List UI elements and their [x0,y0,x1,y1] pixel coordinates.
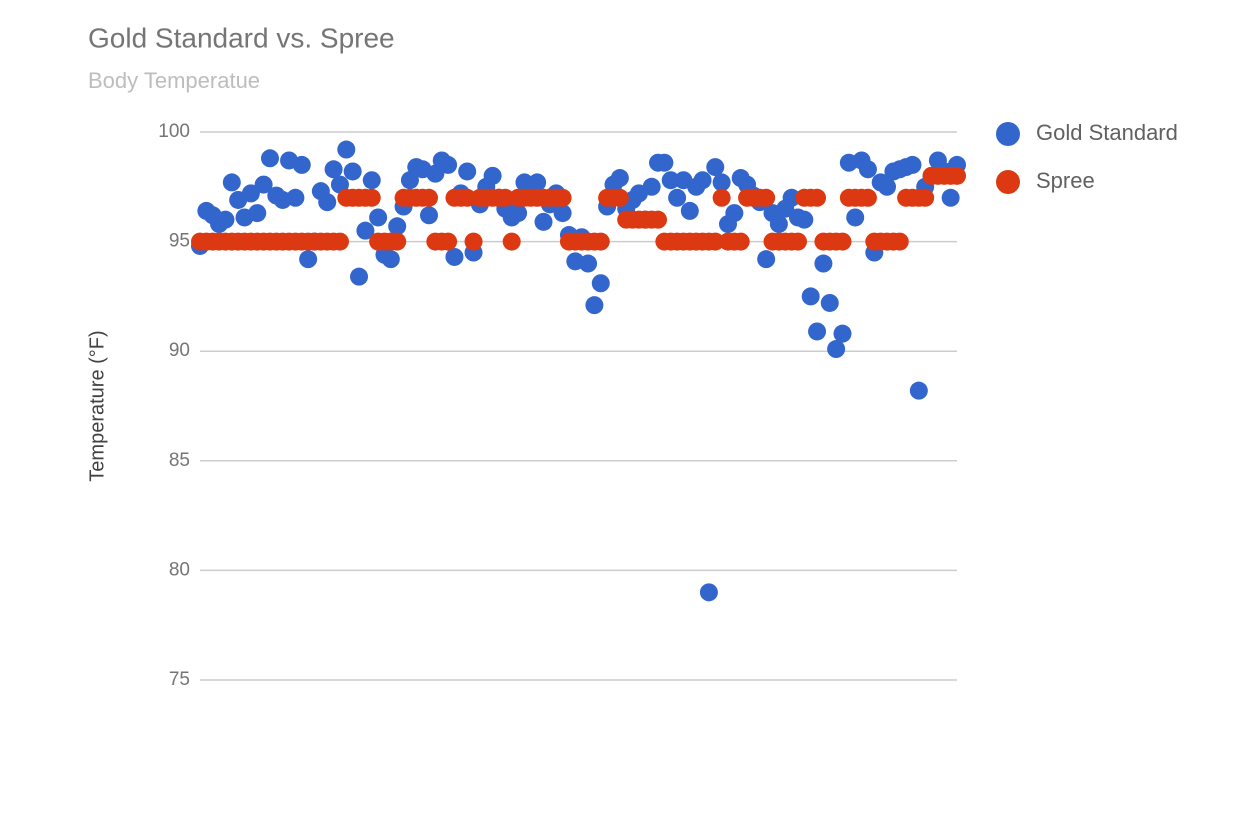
chart-title: Gold Standard vs. Spree [88,22,395,53]
point [699,583,718,602]
point [725,204,744,223]
point [820,293,839,312]
point [222,173,241,192]
y-tick-label: 90 [169,340,190,361]
y-tick-label: 85 [169,450,190,471]
point [757,188,776,207]
point [362,188,381,207]
point [318,193,337,212]
point [483,166,502,185]
point [241,184,260,203]
point [878,177,897,196]
point [286,188,305,207]
point [216,210,235,229]
point [534,212,553,231]
point [591,232,610,251]
point [585,296,604,315]
point [356,221,375,240]
point [808,322,827,341]
point [420,188,439,207]
point [941,188,960,207]
point [610,169,629,188]
point [814,254,833,273]
point [769,215,788,234]
point [350,267,369,286]
point [846,208,865,227]
legend-marker [996,122,1020,146]
point [388,217,407,236]
point [496,188,515,207]
point [343,162,362,181]
y-tick-label: 75 [169,669,190,690]
point [782,188,801,207]
point [248,204,267,223]
chart-subtitle: Body Temperatue [88,68,260,93]
point [833,324,852,343]
y-tick-label: 95 [169,231,190,252]
point [712,188,731,207]
y-axis-label: Temperature (°F) [86,330,108,481]
point [502,232,521,251]
point [916,188,935,207]
point [858,160,877,179]
point [890,232,909,251]
legend-label: Gold Standard [1036,120,1178,145]
point [706,232,725,251]
point [661,171,680,190]
point [948,166,966,185]
point [668,188,687,207]
legend-marker [996,170,1020,194]
point [528,173,547,192]
point [655,153,674,172]
point [439,232,458,251]
point [254,175,273,194]
point [827,340,846,359]
point [579,254,598,273]
point [610,188,629,207]
point [903,155,922,174]
point [381,250,400,269]
point [324,160,343,179]
point [420,206,439,225]
point [808,188,827,207]
point [509,204,528,223]
point [260,149,279,168]
point [642,177,661,196]
point [757,250,776,269]
point [693,171,712,190]
point [731,232,750,251]
legend-label: Spree [1036,168,1095,193]
point [369,208,388,227]
point [330,232,349,251]
point [712,173,731,192]
point [388,232,407,251]
point [362,171,381,190]
point [680,201,699,220]
point [649,210,668,229]
point [292,155,311,174]
point [795,210,814,229]
point [909,381,928,400]
point [299,250,318,269]
y-tick-label: 100 [158,121,190,142]
point [788,232,807,251]
point [553,204,572,223]
point [833,232,852,251]
point [858,188,877,207]
point [439,155,458,174]
point [801,287,820,306]
point [706,158,725,177]
point [458,162,477,181]
point [458,188,477,207]
point [445,247,464,266]
point [337,140,356,159]
point [591,274,610,293]
point [464,232,483,251]
y-tick-label: 80 [169,559,190,580]
point [553,188,572,207]
